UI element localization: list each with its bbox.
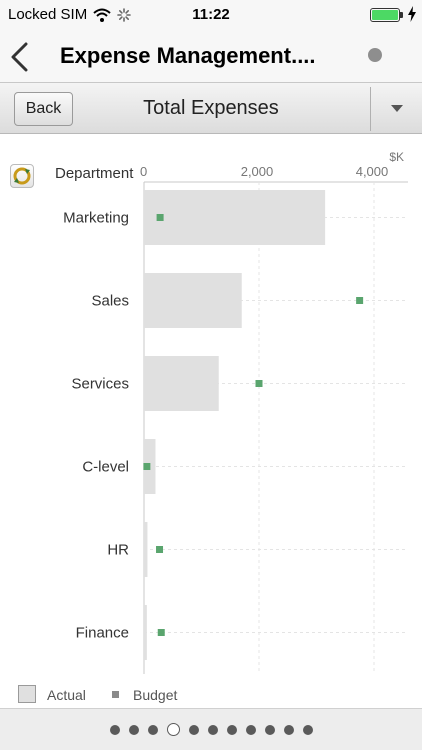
battery-tip bbox=[400, 12, 403, 18]
category-label: C-level bbox=[82, 459, 129, 476]
page-dot[interactable] bbox=[264, 724, 275, 735]
category-label: Services bbox=[71, 376, 129, 393]
actual-bar bbox=[144, 356, 219, 411]
x-tick-label: 0 bbox=[140, 164, 147, 179]
bar-chart-svg: 0 2,000 4,000 Marketing Sales Services C-level… bbox=[63, 164, 408, 674]
legend-budget-swatch bbox=[112, 691, 119, 698]
report-toolbar: Back Total Expenses bbox=[0, 82, 422, 134]
page-dot[interactable] bbox=[109, 724, 120, 735]
budget-marker bbox=[356, 297, 364, 304]
page-dot[interactable] bbox=[283, 724, 294, 735]
activity-spinner-icon bbox=[117, 7, 132, 22]
toolbar-divider bbox=[370, 87, 371, 131]
page-dot[interactable] bbox=[128, 724, 139, 735]
actual-bar bbox=[144, 273, 242, 328]
budget-marker bbox=[156, 546, 164, 553]
back-chevron-icon[interactable] bbox=[8, 42, 32, 72]
category-label: Marketing bbox=[63, 210, 129, 227]
page-dot[interactable] bbox=[226, 724, 237, 735]
status-dot-icon[interactable] bbox=[368, 48, 382, 62]
legend-actual-label: Actual bbox=[47, 687, 86, 703]
category-label: Finance bbox=[76, 625, 129, 642]
actual-bar bbox=[144, 605, 147, 660]
report-dropdown-button[interactable] bbox=[371, 83, 422, 135]
legend-budget-label: Budget bbox=[133, 687, 178, 703]
page-dot[interactable] bbox=[302, 724, 313, 735]
expense-chart: Department $K 0 2,000 4,000 Marketing Sales S… bbox=[0, 134, 422, 708]
page-title: Expense Management.... bbox=[60, 43, 316, 68]
battery-icon bbox=[370, 8, 400, 22]
budget-marker bbox=[157, 629, 165, 636]
chart-legend: Actual Budget bbox=[0, 680, 422, 708]
page-indicator[interactable] bbox=[0, 708, 422, 750]
charging-bolt-icon bbox=[408, 6, 416, 22]
actual-bar bbox=[144, 522, 148, 577]
legend-actual-swatch bbox=[18, 685, 36, 703]
budget-marker bbox=[143, 463, 151, 470]
status-bar: Locked SIM 11:22 bbox=[0, 0, 422, 30]
dimension-label: Department bbox=[55, 165, 134, 182]
budget-marker bbox=[156, 214, 164, 221]
x-tick-label: 4,000 bbox=[356, 164, 389, 179]
back-button[interactable]: Back bbox=[14, 92, 73, 126]
carrier-label: Locked SIM bbox=[8, 6, 88, 23]
unit-label: $K bbox=[389, 150, 404, 164]
category-label: HR bbox=[107, 542, 129, 559]
wifi-icon bbox=[93, 8, 111, 22]
actual-bar bbox=[144, 190, 326, 245]
page-dot[interactable] bbox=[188, 724, 199, 735]
cycle-icon bbox=[13, 167, 31, 185]
page-dot[interactable] bbox=[245, 724, 256, 735]
page-dot[interactable] bbox=[147, 724, 158, 735]
app-cycle-icon[interactable] bbox=[10, 164, 34, 188]
category-label: Sales bbox=[91, 293, 129, 310]
page-dot[interactable] bbox=[166, 723, 180, 736]
page-dot[interactable] bbox=[207, 724, 218, 735]
report-title: Total Expenses bbox=[143, 97, 279, 119]
caret-down-icon bbox=[390, 105, 403, 112]
navigation-bar: Expense Management.... bbox=[0, 30, 422, 82]
status-left: Locked SIM bbox=[8, 6, 132, 23]
x-tick-label: 2,000 bbox=[241, 164, 274, 179]
budget-marker bbox=[255, 380, 263, 387]
status-time: 11:22 bbox=[192, 6, 230, 23]
